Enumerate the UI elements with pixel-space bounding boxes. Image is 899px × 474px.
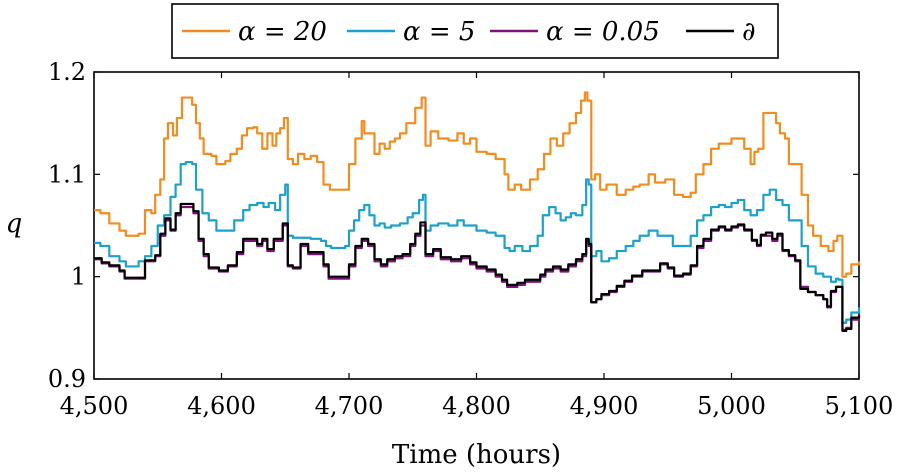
x-axis-title: Time (hours) <box>392 440 561 470</box>
legend-label: α = 0.05 <box>546 17 660 47</box>
x-tick-label: 4,500 <box>60 392 129 420</box>
legend-label: α = 5 <box>403 17 475 47</box>
x-tick-label: 4,800 <box>442 392 511 420</box>
series-line-1 <box>94 91 861 278</box>
y-tick-label: 1.1 <box>48 160 86 188</box>
y-tick-label: 1 <box>71 263 86 291</box>
x-tick-label: 4,600 <box>187 392 256 420</box>
legend-label: ∂ <box>742 17 755 47</box>
series-layer <box>94 91 861 332</box>
y-axis-title: q <box>6 209 23 239</box>
x-tick-label: 4,900 <box>570 392 639 420</box>
x-tick-label: 5,100 <box>825 392 894 420</box>
x-axis: 4,500 4,600 4,700 4,800 4,900 5,000 5,100 <box>60 72 894 420</box>
y-tick-label: 1.2 <box>48 58 86 86</box>
legend-label: α = 20 <box>238 17 327 47</box>
series-line-2 <box>94 160 861 324</box>
y-tick-label: 0.9 <box>48 365 86 393</box>
legend-frame <box>171 3 779 59</box>
x-tick-label: 4,700 <box>315 392 384 420</box>
y-axis: 0.9 1 1.1 1.2 <box>48 58 859 393</box>
x-tick-label: 5,000 <box>697 392 766 420</box>
legend: α = 20 α = 5 α = 0.05 ∂ <box>171 3 779 59</box>
series-line-4 <box>94 202 861 332</box>
